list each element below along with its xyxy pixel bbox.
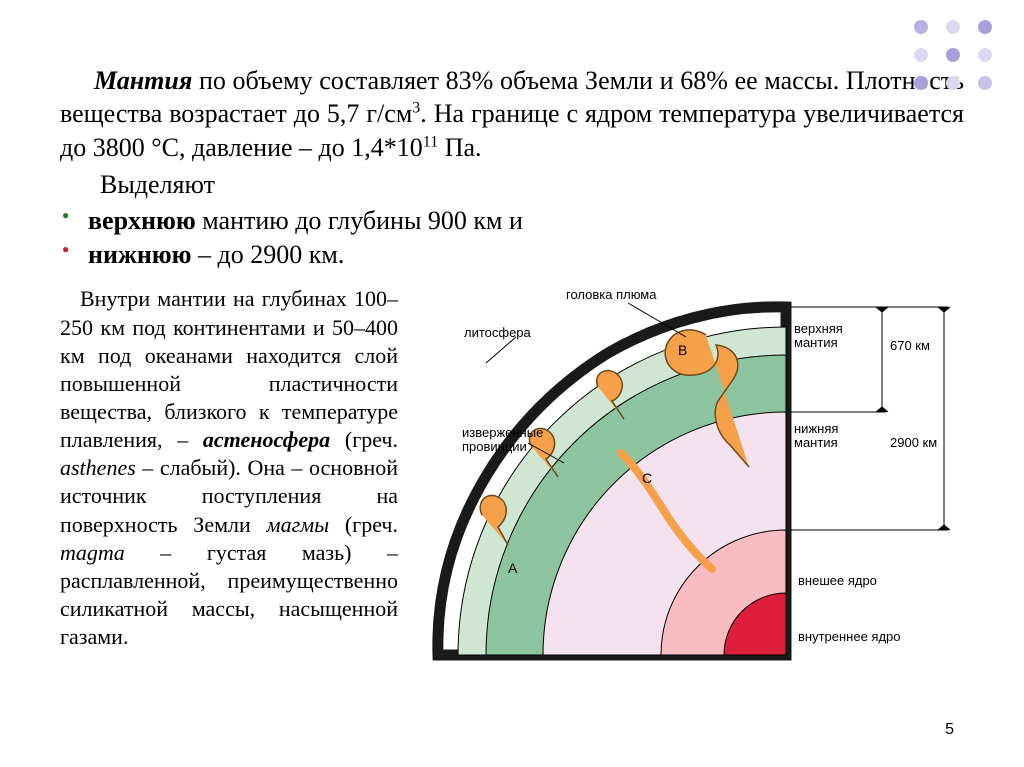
subheading: Выделяют (100, 170, 964, 200)
svg-text:головка плюма: головка плюма (566, 287, 657, 302)
dot (978, 76, 992, 90)
dot (914, 76, 928, 90)
svg-text:2900 км: 2900 км (890, 435, 937, 450)
list-item-upper-mantle: верхнюю мантию до глубины 900 км и (60, 204, 964, 238)
svg-text:мантия: мантия (794, 335, 838, 350)
dot (946, 48, 960, 62)
dot (978, 20, 992, 34)
dot (914, 48, 928, 62)
page-number: 5 (945, 721, 954, 739)
svg-text:верхняя: верхняя (794, 321, 843, 336)
svg-text:нижняя: нижняя (794, 421, 838, 436)
dot (946, 20, 960, 34)
svg-text:изверженные: изверженные (462, 425, 543, 440)
svg-text:литосфера: литосфера (464, 325, 532, 340)
svg-text:670 км: 670 км (890, 338, 930, 353)
svg-text:внутреннее ядро: внутреннее ядро (798, 629, 901, 644)
svg-text:мантия: мантия (794, 435, 838, 450)
mantle-layers-list: верхнюю мантию до глубины 900 км и нижню… (60, 204, 964, 272)
svg-text:C: C (642, 470, 652, 486)
list-item-lower-mantle: нижнюю – до 2900 км. (60, 238, 964, 272)
paragraph-mantle-intro: Мантия по объему составляет 83% объема З… (60, 64, 964, 164)
dot (914, 20, 928, 34)
dot (978, 48, 992, 62)
svg-text:B: B (678, 342, 687, 358)
paragraph-asthenosphere: Внутри мантии на глубинах 100–250 км под… (60, 285, 398, 685)
dot (946, 76, 960, 90)
earth-cross-section-diagram: головка плюма литосфера изверженные пров… (416, 285, 964, 685)
corner-dots (914, 20, 996, 90)
svg-text:A: A (508, 560, 518, 576)
svg-text:внешее ядро: внешее ядро (798, 573, 877, 588)
svg-text:провинции: провинции (462, 439, 527, 454)
